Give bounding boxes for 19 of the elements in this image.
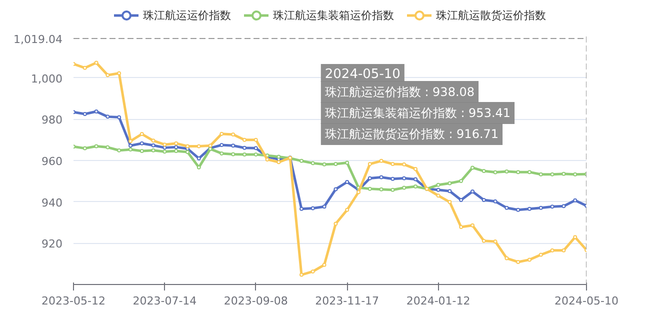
legend-label: 珠江航运散货运价指数 <box>436 8 546 22</box>
annotation: 2024-05-10 <box>324 67 400 82</box>
y-tick-label: 960 <box>42 155 63 168</box>
y-tick-label: 1,000 <box>31 72 63 86</box>
legend-label: 珠江航运运价指数 <box>143 8 231 22</box>
x-tick-label: 2024-05-10 <box>554 294 618 308</box>
legend-label: 珠江航运集装箱运价指数 <box>273 8 394 22</box>
annotation: 珠江航运运价指数 : 938.08 <box>324 85 475 100</box>
x-tick-label: 2023-09-08 <box>224 294 288 308</box>
x-tick-label: 2023-07-14 <box>132 294 197 308</box>
annotation: 珠江航运散货运价指数 : 916.71 <box>324 127 499 142</box>
annotation: 珠江航运集装箱运价指数 : 953.41 <box>324 106 511 120</box>
y-tick-label: 940 <box>42 196 63 210</box>
y-tick-label: 980 <box>42 114 63 127</box>
x-tick-label: 2024-01-12 <box>406 294 470 308</box>
y-tick-label: 920 <box>42 238 63 251</box>
x-tick-label: 2023-11-17 <box>315 294 380 308</box>
ref-line-label: 1,019.04 <box>14 32 62 46</box>
x-tick-label: 2023-05-12 <box>42 294 106 308</box>
